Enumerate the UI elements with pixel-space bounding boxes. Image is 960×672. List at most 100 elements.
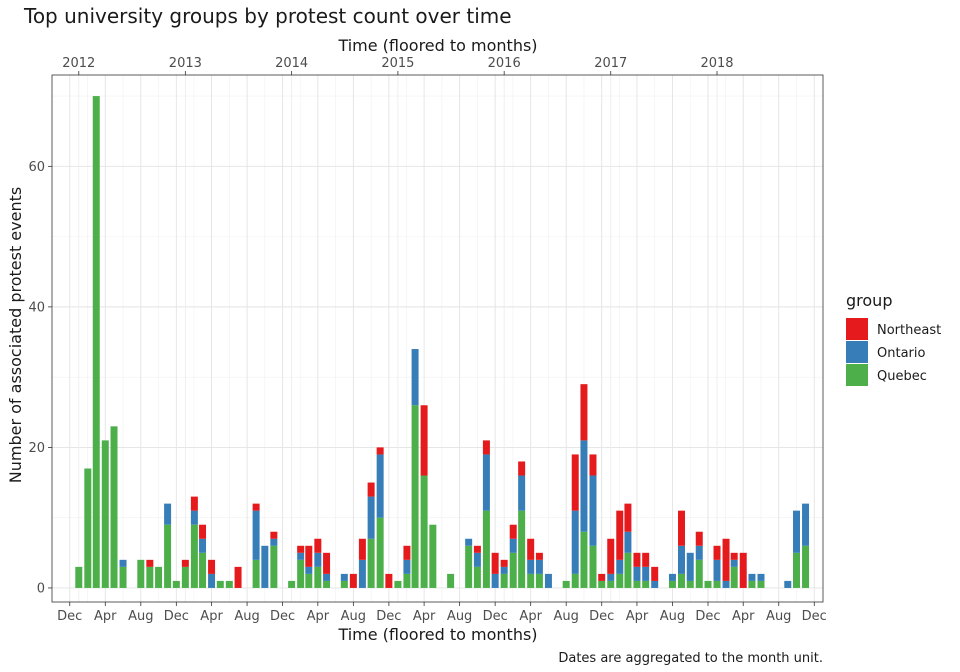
bar-ontario [616,559,624,574]
bar-ontario [651,580,659,588]
x-tick-label: Apr [519,609,542,624]
bar-ontario [473,552,481,567]
bar-northeast [642,552,650,567]
bar-quebec [75,566,83,588]
bar-quebec [314,566,322,588]
bar-northeast [270,531,278,539]
x-tick-label: Aug [341,609,366,624]
bar-quebec [482,510,490,588]
bar-quebec [757,580,765,588]
bar-quebec [465,545,473,588]
bar-quebec [509,552,517,588]
chart-title: Top university groups by protest count o… [23,4,512,28]
x-tick-label: Dec [57,609,82,624]
x-tick-label: Dec [164,609,189,624]
bar-ontario [793,510,800,553]
legend-label-northeast: Northeast [877,323,941,338]
legend-swatch-northeast [846,318,868,340]
bar-quebec [607,580,615,588]
legend-items: Northeast Ontario Quebec [846,318,941,386]
bar-quebec [589,545,597,588]
bar-quebec [84,468,92,588]
x2-tick-label: 2014 [275,56,308,71]
bar-quebec [190,524,198,588]
bar-ontario [730,559,738,567]
bar-ontario [695,545,703,560]
x-tick-label: Dec [483,609,508,624]
bar-quebec [252,559,260,588]
x-tick-label: Dec [802,609,827,624]
bar-ontario [190,510,198,525]
bar-ontario [748,573,756,581]
bar-ontario [518,475,526,511]
bar-northeast [234,566,242,588]
bar-quebec [403,573,411,588]
bar-northeast [722,538,730,581]
bar-northeast [482,440,490,455]
bar-ontario [411,349,419,406]
x-tick-label: Aug [234,609,259,624]
legend-swatch-quebec [846,364,868,386]
legend: group Northeast Ontario Quebec [846,291,941,386]
panel-border [51,74,824,603]
bar-ontario [784,580,792,588]
bar-northeast [518,461,526,476]
bar-quebec [624,552,632,588]
bar-northeast [535,552,543,560]
bar-quebec [500,573,508,588]
bar-quebec [642,580,650,588]
bar-northeast [314,538,322,553]
bar-ontario [340,573,348,581]
bar-ontario [403,559,411,574]
bar-ontario [164,503,172,525]
bar-ontario [802,503,810,546]
x-tick-label: Dec [376,609,401,624]
x2-tick-label: 2016 [488,56,521,71]
bar-northeast [252,503,260,511]
bar-quebec [155,566,163,588]
bar-ontario [465,538,473,546]
x-tick-label: Apr [626,609,649,624]
bar-quebec [411,405,419,588]
bar-northeast [589,454,597,476]
bar-ontario [633,566,641,581]
y-tick-label: 20 [28,441,45,456]
bar-ontario [713,559,721,581]
bar-quebec [288,580,296,588]
bar-northeast [349,573,357,588]
bar-ontario [500,566,508,574]
bar-northeast [367,482,375,497]
bar-quebec [376,517,384,588]
bar-ontario [678,545,685,574]
x2-tick-label: 2018 [700,56,733,71]
bar-ontario [642,566,650,581]
bar-northeast [651,566,659,581]
bar-quebec [598,580,606,588]
bar-ontario [535,559,543,574]
bar-northeast [385,573,393,588]
grid [52,75,823,602]
x-tick-label: Dec [695,609,720,624]
bar-quebec [633,580,641,588]
bar-northeast [473,545,481,553]
x-tick-label: Apr [94,609,117,624]
y-tick-label: 60 [28,160,45,175]
x-tick-label: Dec [589,609,614,624]
axis-ticks: 0 20 40 60 Dec Apr Aug Dec Apr Aug Dec Apr Aug Dec Apr… [28,56,826,624]
bar-quebec [793,552,800,588]
bar-northeast [580,384,588,441]
bar-quebec [562,580,570,588]
bar-ontario [305,566,313,574]
bar-ontario [580,440,588,532]
bar-northeast [571,454,579,511]
bar-northeast [598,573,606,581]
bar-northeast [403,545,411,560]
bar-quebec [686,580,694,588]
bar-ontario [199,538,207,553]
bar-ontario [367,496,375,539]
bar-quebec [518,510,526,588]
bar-northeast [695,531,703,546]
y-tick-label: 0 [37,581,45,596]
bar-quebec [323,580,331,588]
bar-quebec [119,566,127,588]
